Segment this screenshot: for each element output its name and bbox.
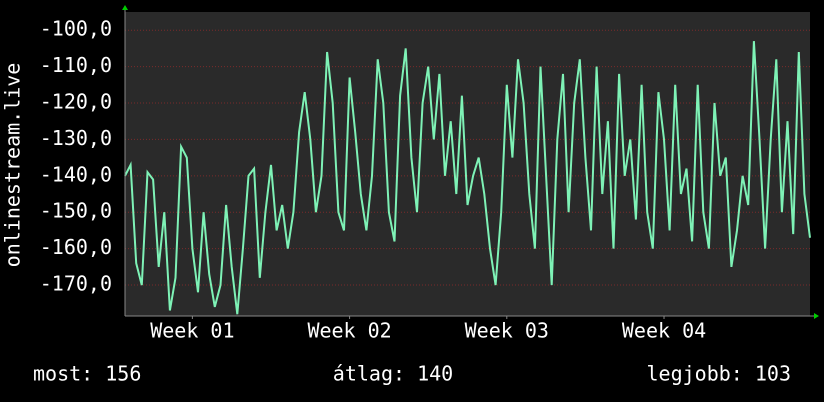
x-tick-label: Week 01 <box>150 319 234 343</box>
y-tick-label: -130,0 <box>40 126 112 150</box>
y-tick-label: -100,0 <box>40 17 112 41</box>
y-tick-label: -150,0 <box>40 199 112 223</box>
plot-area <box>125 12 810 316</box>
footer-current: most: 156 <box>33 362 141 386</box>
y-tick-label: -110,0 <box>40 53 112 77</box>
x-arrow <box>814 313 819 319</box>
y-axis-label: onlinestream.live <box>1 63 25 268</box>
x-tick-label: Week 02 <box>307 319 391 343</box>
series-line <box>124 41 811 315</box>
footer-best: legjobb: 103 <box>647 362 792 386</box>
y-tick-label: -120,0 <box>40 90 112 114</box>
y-tick-label: -140,0 <box>40 162 112 186</box>
y-arrow <box>122 5 128 10</box>
x-tick-label: Week 03 <box>465 319 549 343</box>
footer-average: átlag: 140 <box>333 362 453 386</box>
y-tick-label: -160,0 <box>40 235 112 259</box>
x-tick-label: Week 04 <box>622 319 706 343</box>
y-tick-label: -170,0 <box>40 272 112 296</box>
